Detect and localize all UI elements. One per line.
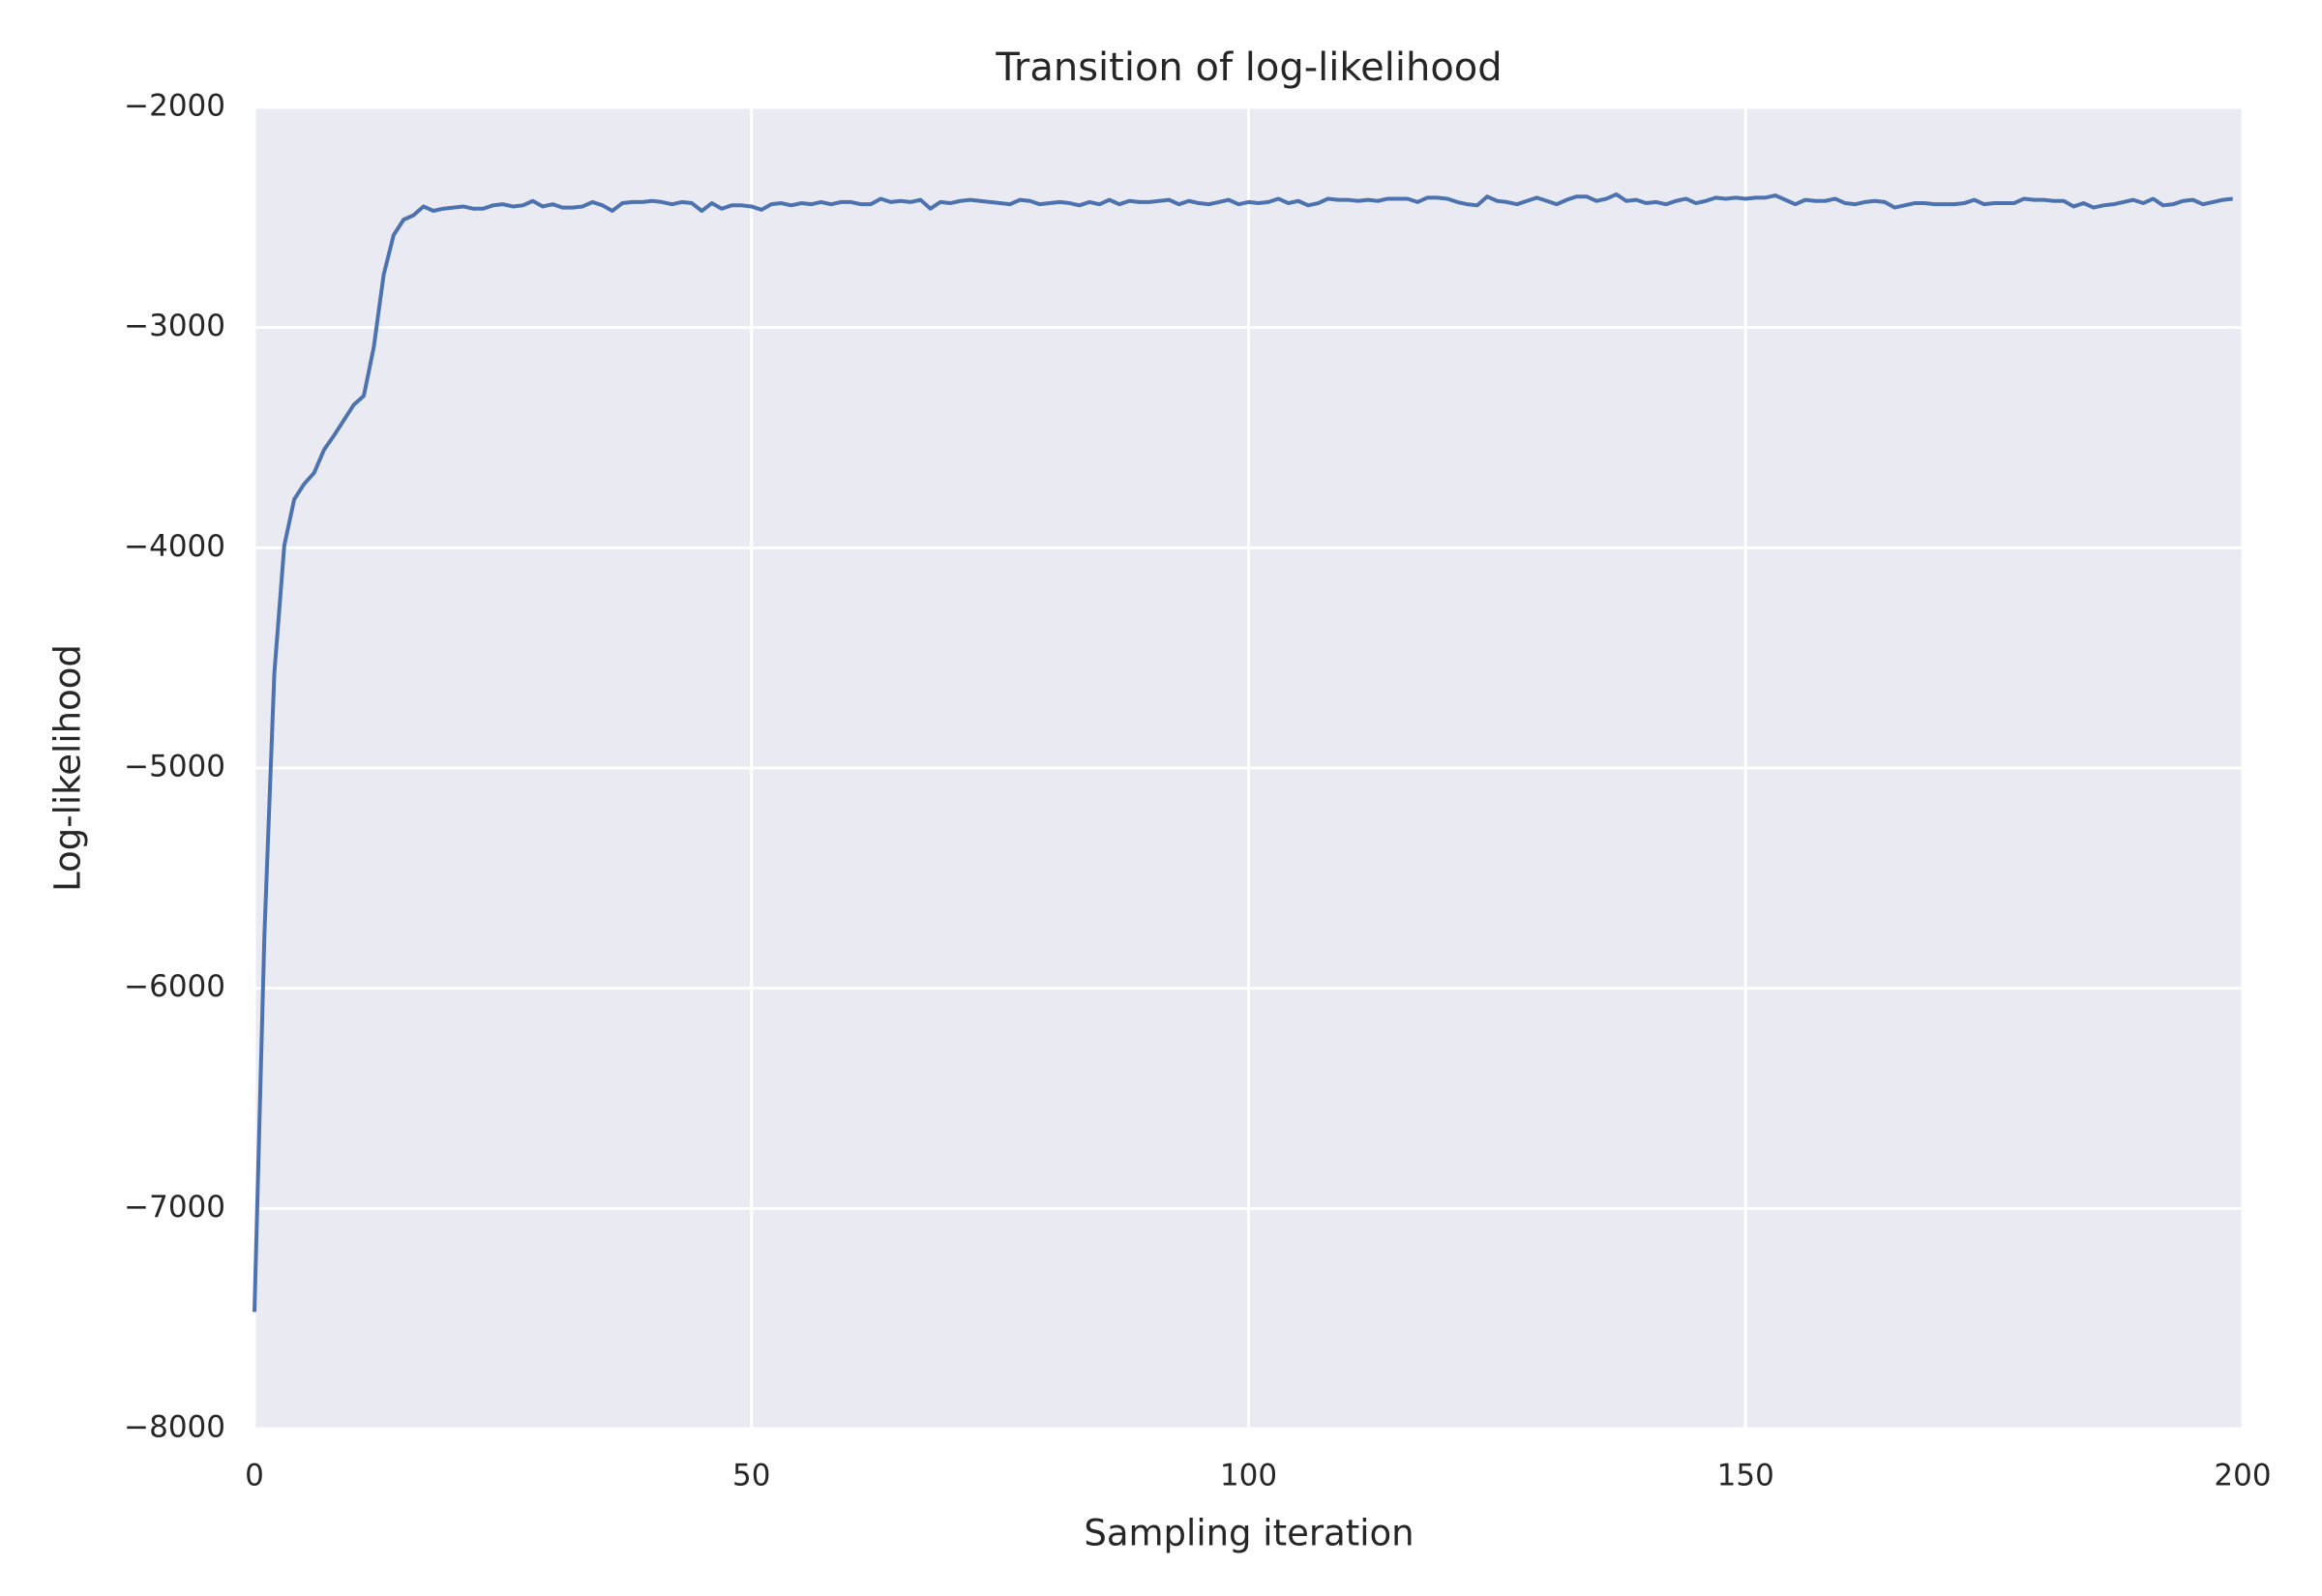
x-tick-label: 100 bbox=[1220, 1459, 1277, 1493]
y-tick-label: −3000 bbox=[124, 309, 225, 343]
y-tick-label: −8000 bbox=[124, 1410, 225, 1445]
chart-title: Transition of log-likelihood bbox=[995, 45, 1502, 90]
y-tick-label: −6000 bbox=[124, 969, 225, 1004]
x-tick-label: 50 bbox=[732, 1459, 770, 1493]
x-tick-label: 0 bbox=[245, 1459, 264, 1493]
data-line bbox=[253, 192, 2233, 1313]
y-tick-label: −4000 bbox=[124, 529, 225, 564]
x-tick-label: 150 bbox=[1717, 1459, 1774, 1493]
x-axis-label: Sampling iteration bbox=[1084, 1513, 1414, 1554]
y-tick-label: −2000 bbox=[124, 89, 225, 124]
x-tick-label: 200 bbox=[2214, 1459, 2271, 1493]
y-axis-label: Log-likelihood bbox=[47, 644, 89, 892]
y-tick-label: −7000 bbox=[124, 1190, 225, 1225]
y-tick-label: −5000 bbox=[124, 750, 225, 784]
